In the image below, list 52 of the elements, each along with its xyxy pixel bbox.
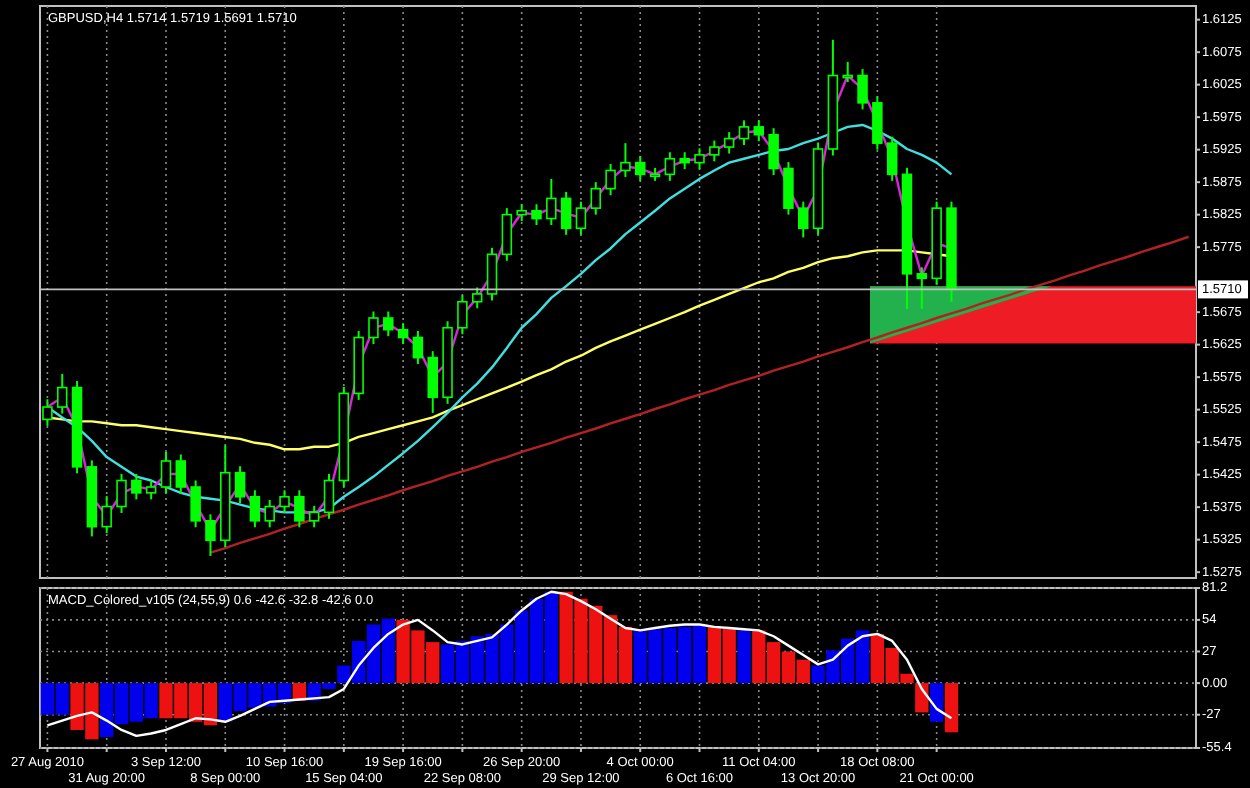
candlestick [412,330,424,366]
bar [944,683,959,733]
candlestick [294,489,305,529]
candlestick [590,181,602,216]
candlestick [694,147,705,171]
candlestick [709,139,720,163]
candlestick [560,190,572,236]
bar [929,683,944,722]
candlestick [383,310,394,338]
candlestick [605,162,616,197]
candlestick [783,161,794,216]
bar [737,630,751,684]
candlestick [175,453,187,495]
candlestick [501,207,513,262]
candlestick [427,350,438,414]
candlestick [116,473,127,514]
candlestick [457,294,468,336]
candlestick [56,372,68,415]
candlestick [634,155,646,182]
candlestick [249,489,261,529]
candlestick [160,450,172,495]
candlestick [872,95,883,151]
candlestick [279,489,290,514]
candlestick [798,200,809,239]
candlestick [738,119,750,147]
candlestick [264,499,275,529]
candlestick [620,142,631,178]
line-series [46,590,953,738]
candlestick [131,473,142,501]
candlestick [397,322,409,345]
line-series [209,235,1190,554]
candlestick [234,465,246,505]
candlestick [753,119,765,143]
candlestick [101,495,112,535]
candlestick [546,177,557,227]
candlestick [531,203,542,227]
candlestick [308,504,320,529]
candlestick [886,135,898,182]
candlestick [916,266,928,310]
candlestick [486,246,498,302]
candlestick [768,127,779,176]
candlestick [664,151,676,182]
candlestick [471,286,483,310]
candlestick [857,68,868,111]
candlestick [723,131,735,155]
candlestick [368,310,379,345]
candlestick [842,60,853,84]
candlestick [190,479,201,529]
candlestick [205,513,216,557]
candlestick [575,200,587,236]
candlestick [323,473,335,520]
candlestick [145,479,157,501]
